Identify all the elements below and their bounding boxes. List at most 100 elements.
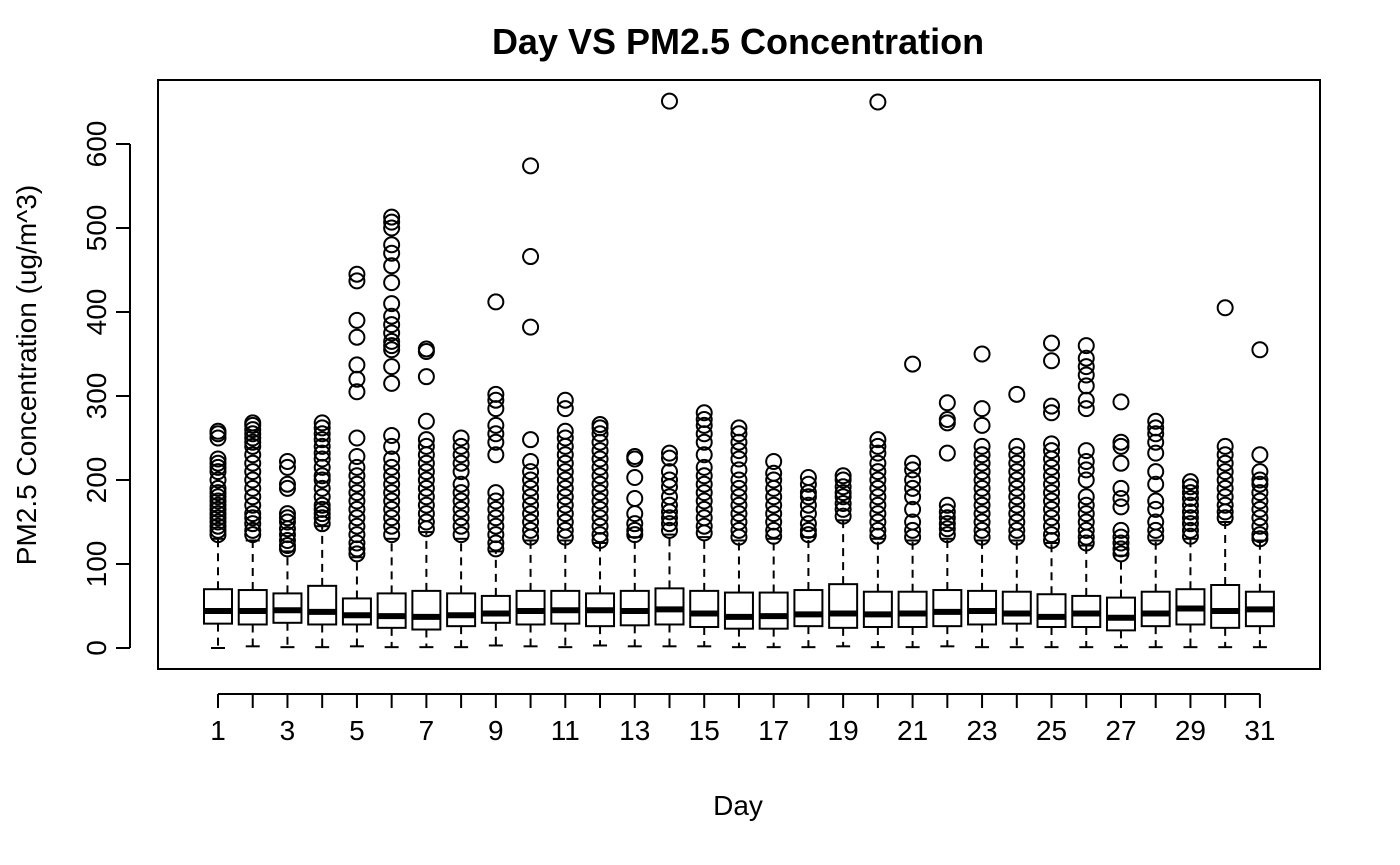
outlier-point <box>209 521 227 539</box>
outlier-point <box>730 513 748 531</box>
outlier-point <box>348 509 366 527</box>
outlier-point <box>209 429 227 447</box>
outlier-point <box>313 505 331 523</box>
outlier-point <box>278 505 296 523</box>
outlier-point <box>278 453 296 471</box>
outlier-point <box>695 500 713 518</box>
outlier-point <box>1181 489 1199 507</box>
outlier-point <box>695 404 713 422</box>
outlier-point <box>938 394 956 412</box>
outlier-point <box>799 505 817 523</box>
outlier-point <box>348 517 366 535</box>
boxes-group <box>203 92 1275 649</box>
iqr-box <box>689 589 720 629</box>
box-day-9 <box>480 293 511 647</box>
outlier-point <box>1216 496 1234 514</box>
outlier-point <box>973 345 991 363</box>
outlier-point <box>834 471 852 489</box>
outlier-point <box>452 509 470 527</box>
outlier-point <box>209 488 227 506</box>
outlier-point <box>313 467 331 485</box>
outlier-point <box>452 446 470 464</box>
outlier-point <box>417 479 435 497</box>
iqr-box <box>1140 590 1171 628</box>
outlier-point <box>522 488 540 506</box>
box-day-3 <box>272 453 303 649</box>
outlier-point <box>1251 484 1269 502</box>
outlier-point <box>1251 526 1269 544</box>
outlier-point <box>1043 397 1061 415</box>
box-day-30 <box>1210 299 1241 649</box>
outlier-point <box>487 509 505 527</box>
outlier-point <box>1077 505 1095 523</box>
outlier-point <box>1112 545 1130 563</box>
outlier-point <box>313 437 331 455</box>
box-day-13 <box>619 447 650 648</box>
outlier-point <box>1181 515 1199 533</box>
outlier-point <box>1008 496 1026 514</box>
outlier-point <box>730 479 748 497</box>
outlier-point <box>313 496 331 514</box>
outlier-point <box>487 484 505 502</box>
iqr-box <box>1210 584 1241 629</box>
outlier-point <box>278 479 296 497</box>
outlier-point <box>626 521 644 539</box>
outlier-point <box>695 492 713 510</box>
y-tick-label: 500 <box>81 205 112 252</box>
outlier-point <box>383 509 401 527</box>
outlier-point <box>313 509 331 527</box>
outlier-point <box>383 316 401 334</box>
outlier-point <box>834 467 852 485</box>
outlier-point <box>1112 433 1130 451</box>
outlier-point <box>1077 400 1095 418</box>
outlier-point <box>904 488 922 506</box>
iqr-box <box>932 589 963 628</box>
outlier-point <box>417 496 435 514</box>
x-tick-label: 31 <box>1244 715 1275 746</box>
iqr-box <box>1001 590 1032 625</box>
outlier-point <box>1216 437 1234 455</box>
outlier-point <box>869 93 887 111</box>
outlier-point <box>591 425 609 443</box>
outlier-point <box>244 471 262 489</box>
outlier-point <box>556 454 574 472</box>
outlier-point <box>313 450 331 468</box>
outlier-point <box>973 521 991 539</box>
outlier-point <box>313 414 331 432</box>
outlier-point <box>348 383 366 401</box>
outlier-point <box>1077 453 1095 471</box>
x-tick-label: 7 <box>419 715 435 746</box>
box-day-29 <box>1175 473 1206 649</box>
outlier-point <box>1008 463 1026 481</box>
outlier-point <box>1216 509 1234 527</box>
outlier-point <box>244 454 262 472</box>
outlier-point <box>244 446 262 464</box>
outlier-point <box>417 513 435 531</box>
outlier-point <box>1043 500 1061 518</box>
outlier-point <box>730 419 748 437</box>
outlier-point <box>799 496 817 514</box>
outlier-point <box>834 500 852 518</box>
outlier-point <box>1043 352 1061 370</box>
outlier-point <box>938 444 956 462</box>
outlier-point <box>1147 419 1165 437</box>
outlier-point <box>244 479 262 497</box>
box-day-23 <box>967 345 998 649</box>
outlier-point <box>765 496 783 514</box>
outlier-point <box>348 475 366 493</box>
box-day-14 <box>654 92 685 648</box>
outlier-point <box>313 471 331 489</box>
outlier-point <box>1112 534 1130 552</box>
outlier-point <box>1043 517 1061 535</box>
outlier-point <box>1147 444 1165 462</box>
outlier-point <box>695 446 713 464</box>
outlier-point <box>591 492 609 510</box>
outlier-point <box>834 507 852 525</box>
outlier-point <box>869 479 887 497</box>
outlier-point <box>730 496 748 514</box>
plot-frame <box>157 79 1321 670</box>
x-tick-label: 27 <box>1105 715 1136 746</box>
outlier-point <box>244 515 262 533</box>
outlier-point <box>383 244 401 262</box>
outlier-point <box>1112 498 1130 516</box>
